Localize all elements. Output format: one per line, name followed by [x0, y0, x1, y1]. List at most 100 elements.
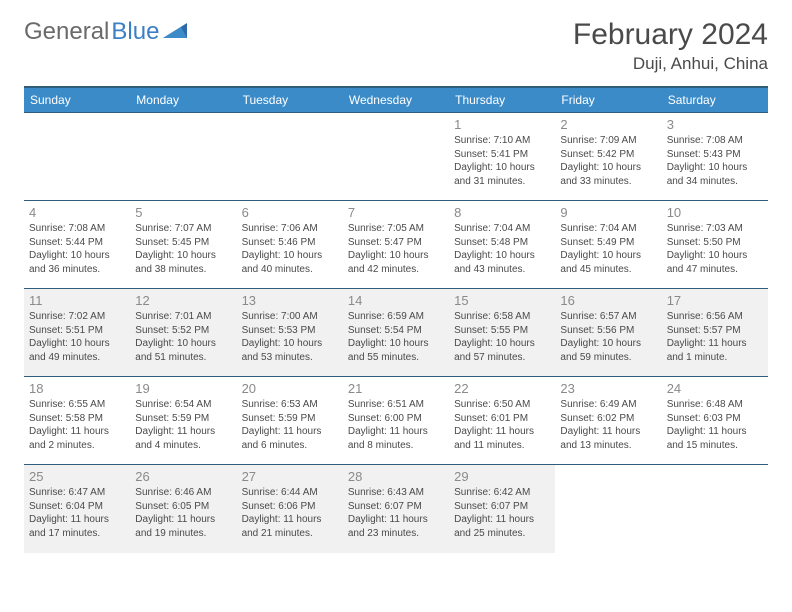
sunrise-line: Sunrise: 6:56 AM — [667, 310, 763, 324]
day-header: Friday — [555, 87, 661, 113]
day-header: Saturday — [662, 87, 768, 113]
sunset-line: Sunset: 5:43 PM — [667, 148, 763, 162]
day-cell: 27Sunrise: 6:44 AMSunset: 6:06 PMDayligh… — [237, 465, 343, 553]
day-cell: 24Sunrise: 6:48 AMSunset: 6:03 PMDayligh… — [662, 377, 768, 465]
daylight-line: Daylight: 10 hours and 43 minutes. — [454, 249, 550, 276]
daylight-line: Daylight: 10 hours and 53 minutes. — [242, 337, 338, 364]
day-number: 5 — [135, 205, 231, 220]
sunrise-line: Sunrise: 7:03 AM — [667, 222, 763, 236]
logo: GeneralBlue — [24, 18, 191, 46]
daylight-line: Daylight: 11 hours and 23 minutes. — [348, 513, 444, 540]
sunset-line: Sunset: 6:07 PM — [348, 500, 444, 514]
sunrise-line: Sunrise: 7:02 AM — [29, 310, 125, 324]
calendar-row: 4 Sunrise: 7:08 AMSunset: 5:44 PM Daylight… — [24, 201, 768, 289]
sunset-line: Sunset: 5:55 PM — [454, 324, 550, 338]
sunset-line: Sunset: 6:01 PM — [454, 412, 550, 426]
daylight-line: Daylight: 10 hours and 59 minutes. — [560, 337, 656, 364]
day-number: 25 — [29, 469, 125, 484]
logo-triangle-icon — [163, 18, 191, 46]
day-number: 24 — [667, 381, 763, 396]
sunrise-line: Sunrise: 7:09 AM — [560, 134, 656, 148]
sunrise-line: Sunrise: 6:59 AM — [348, 310, 444, 324]
day-cell: 23Sunrise: 6:49 AMSunset: 6:02 PMDayligh… — [555, 377, 661, 465]
sunset-line: Sunset: 5:46 PM — [242, 236, 338, 250]
sunrise-line: Sunrise: 6:42 AM — [454, 486, 550, 500]
day-cell: 25Sunrise: 6:47 AMSunset: 6:04 PMDayligh… — [24, 465, 130, 553]
daylight-line: Daylight: 11 hours and 25 minutes. — [454, 513, 550, 540]
daylight-line: Daylight: 11 hours and 8 minutes. — [348, 425, 444, 452]
calendar-row: 18Sunrise: 6:55 AMSunset: 5:58 PMDayligh… — [24, 377, 768, 465]
calendar-body: 1Sunrise: 7:10 AMSunset: 5:41 PMDaylight… — [24, 113, 768, 553]
daylight-line: Daylight: 11 hours and 2 minutes. — [29, 425, 125, 452]
daylight-line: Daylight: 10 hours and 57 minutes. — [454, 337, 550, 364]
sunset-line: Sunset: 6:05 PM — [135, 500, 231, 514]
daylight-line: Daylight: 10 hours and 42 minutes. — [348, 249, 444, 276]
sunrise-line: Sunrise: 6:50 AM — [454, 398, 550, 412]
sunset-line: Sunset: 5:59 PM — [242, 412, 338, 426]
day-cell: 11Sunrise: 7:02 AMSunset: 5:51 PMDayligh… — [24, 289, 130, 377]
day-number: 13 — [242, 293, 338, 308]
sunset-line: Sunset: 6:00 PM — [348, 412, 444, 426]
sunset-line: Sunset: 6:04 PM — [29, 500, 125, 514]
sunrise-line: Sunrise: 6:48 AM — [667, 398, 763, 412]
day-cell: 7Sunrise: 7:05 AMSunset: 5:47 PMDaylight… — [343, 201, 449, 289]
day-number: 10 — [667, 205, 763, 220]
sunrise-line: Sunrise: 7:07 AM — [135, 222, 231, 236]
daylight-line: Daylight: 11 hours and 19 minutes. — [135, 513, 231, 540]
calendar-row: 1Sunrise: 7:10 AMSunset: 5:41 PMDaylight… — [24, 113, 768, 201]
sunrise-line: Sunrise: 7:06 AM — [242, 222, 338, 236]
daylight-line: Daylight: 11 hours and 11 minutes. — [454, 425, 550, 452]
daylight-line: Daylight: 10 hours and 47 minutes. — [667, 249, 763, 276]
sunrise-line: Sunrise: 7:01 AM — [135, 310, 231, 324]
sunset-line: Sunset: 6:07 PM — [454, 500, 550, 514]
day-number: 6 — [242, 205, 338, 220]
sunrise-line: Sunrise: 6:55 AM — [29, 398, 125, 412]
empty-cell — [662, 465, 768, 553]
sunset-line: Sunset: 5:50 PM — [667, 236, 763, 250]
daylight-line: Daylight: 10 hours and 40 minutes. — [242, 249, 338, 276]
day-cell: 1Sunrise: 7:10 AMSunset: 5:41 PMDaylight… — [449, 113, 555, 201]
sunrise-line: Sunrise: 7:08 AM — [29, 222, 125, 236]
sunset-line: Sunset: 5:44 PM — [29, 236, 125, 250]
day-cell: 22Sunrise: 6:50 AMSunset: 6:01 PMDayligh… — [449, 377, 555, 465]
day-number: 15 — [454, 293, 550, 308]
sunrise-line: Sunrise: 6:53 AM — [242, 398, 338, 412]
daylight-line: Daylight: 10 hours and 55 minutes. — [348, 337, 444, 364]
daylight-line: Daylight: 10 hours and 38 minutes. — [135, 249, 231, 276]
day-number: 23 — [560, 381, 656, 396]
sunrise-line: Sunrise: 6:51 AM — [348, 398, 444, 412]
sunset-line: Sunset: 5:53 PM — [242, 324, 338, 338]
daylight-line: Daylight: 10 hours and 31 minutes. — [454, 161, 550, 188]
day-number: 2 — [560, 117, 656, 132]
day-cell: 18Sunrise: 6:55 AMSunset: 5:58 PMDayligh… — [24, 377, 130, 465]
daylight-line: Daylight: 11 hours and 15 minutes. — [667, 425, 763, 452]
daylight-line: Daylight: 11 hours and 6 minutes. — [242, 425, 338, 452]
day-cell: 5Sunrise: 7:07 AMSunset: 5:45 PMDaylight… — [130, 201, 236, 289]
daylight-line: Daylight: 11 hours and 1 minute. — [667, 337, 763, 364]
sunset-line: Sunset: 6:02 PM — [560, 412, 656, 426]
sunset-line: Sunset: 5:51 PM — [29, 324, 125, 338]
day-cell: 10 Sunrise: 7:03 AMSunset: 5:50 PMDayligh… — [662, 201, 768, 289]
sunset-line: Sunset: 5:58 PM — [29, 412, 125, 426]
day-cell: 13 Sunrise: 7:00 AMSunset: 5:53 PMDayligh… — [237, 289, 343, 377]
sunset-line: Sunset: 5:54 PM — [348, 324, 444, 338]
day-number: 20 — [242, 381, 338, 396]
day-cell: 28Sunrise: 6:43 AMSunset: 6:07 PMDayligh… — [343, 465, 449, 553]
sunrise-line: Sunrise: 7:05 AM — [348, 222, 444, 236]
day-header-row: SundayMondayTuesdayWednesdayThursdayFrid… — [24, 87, 768, 113]
sunrise-line: Sunrise: 6:46 AM — [135, 486, 231, 500]
sunset-line: Sunset: 5:48 PM — [454, 236, 550, 250]
day-cell: 19Sunrise: 6:54 AMSunset: 5:59 PMDayligh… — [130, 377, 236, 465]
daylight-line: Daylight: 10 hours and 34 minutes. — [667, 161, 763, 188]
day-number: 28 — [348, 469, 444, 484]
sunrise-line: Sunrise: 6:47 AM — [29, 486, 125, 500]
day-number: 17 — [667, 293, 763, 308]
header: GeneralBlue February 2024 Duji, Anhui, C… — [24, 18, 768, 74]
sunrise-line: Sunrise: 7:00 AM — [242, 310, 338, 324]
day-number: 4 — [29, 205, 125, 220]
day-number: 11 — [29, 293, 125, 308]
day-header: Monday — [130, 87, 236, 113]
day-number: 8 — [454, 205, 550, 220]
day-cell: 4Sunrise: 7:08 AMSunset: 5:44 PMDaylight… — [24, 201, 130, 289]
day-cell: 20 Sunrise: 6:53 AMSunset: 5:59 PMDayligh… — [237, 377, 343, 465]
